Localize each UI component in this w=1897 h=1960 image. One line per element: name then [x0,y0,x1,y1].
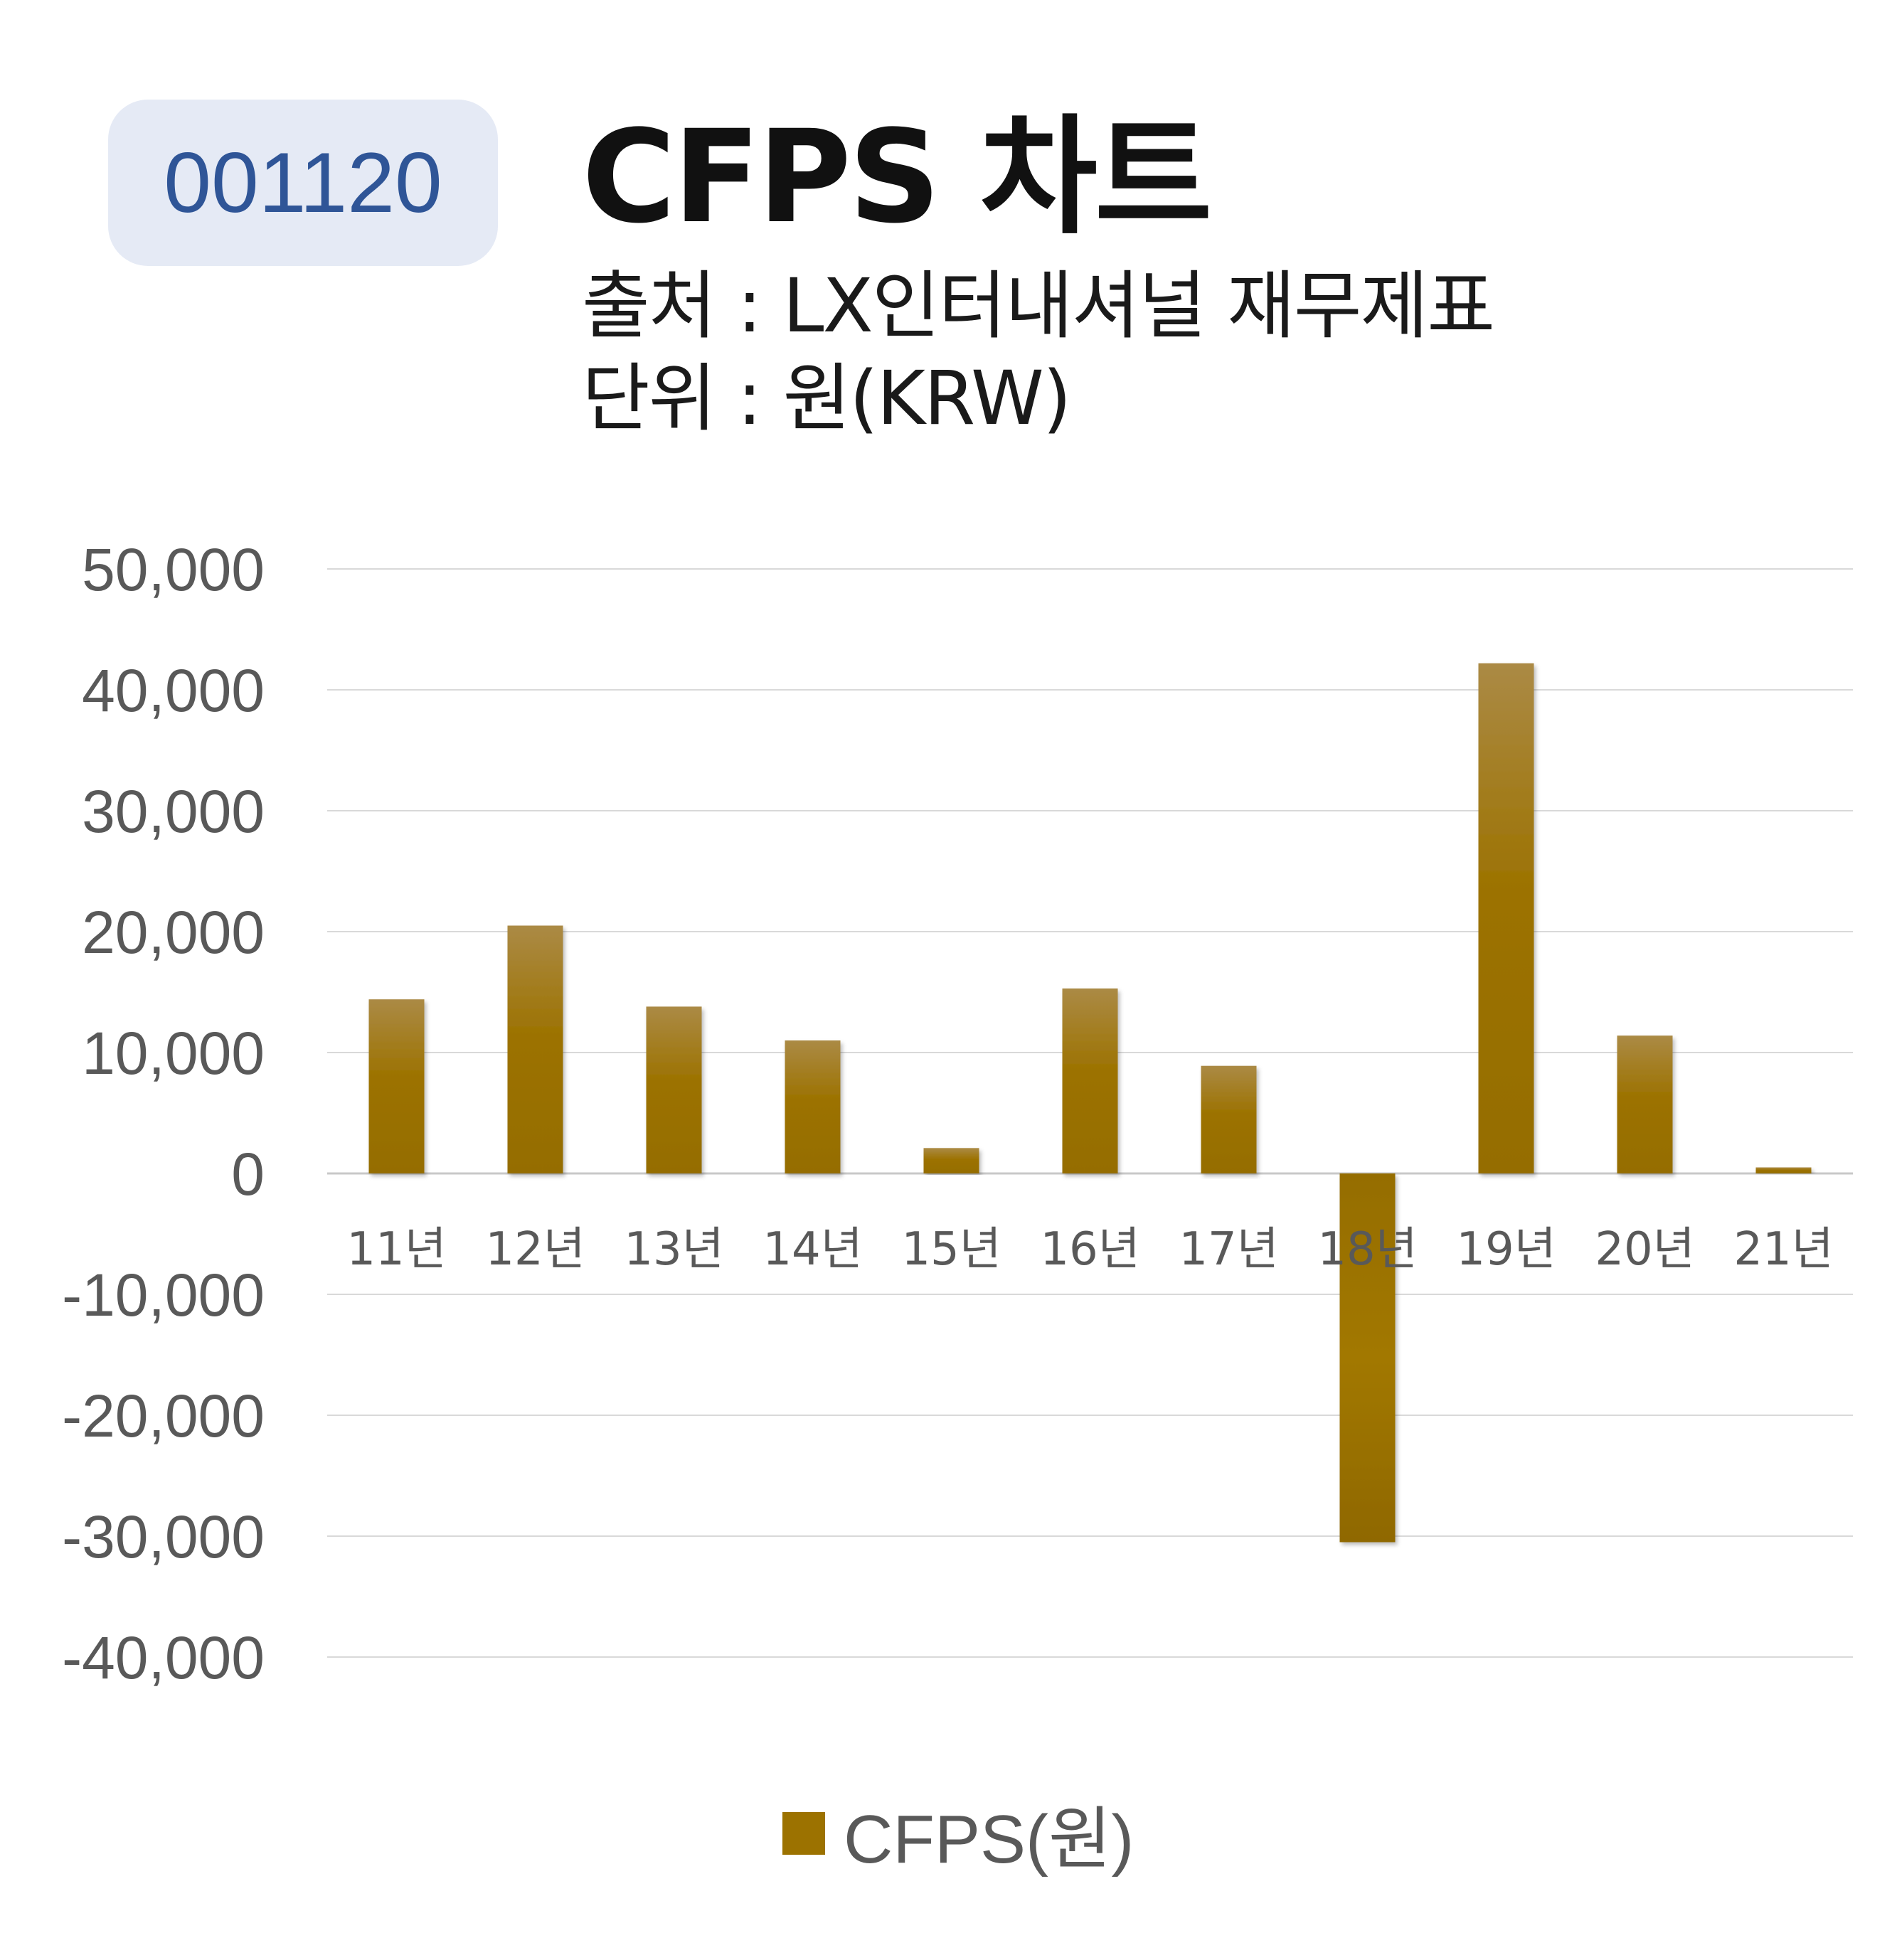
grid-lines [327,568,1853,1658]
bar [368,999,425,1173]
x-tick-label: 19년 [1456,1223,1556,1276]
x-tick-label: 13년 [624,1223,723,1276]
bar [646,1006,702,1173]
stock-code: 001120 [164,135,442,230]
bar [923,1148,979,1173]
y-tick-label: 10,000 [82,1020,265,1087]
x-tick-label: 15년 [901,1223,1001,1276]
x-tick-label: 21년 [1733,1223,1833,1276]
bar [785,1040,841,1173]
bar [1478,663,1534,1173]
x-tick-label: 18년 [1317,1223,1417,1276]
y-tick-label: 30,000 [82,778,265,845]
legend-label: CFPS(원) [844,1801,1135,1878]
bar [507,925,563,1173]
y-tick-label: 20,000 [82,899,265,966]
legend-swatch [782,1811,825,1855]
bar [1617,1035,1673,1173]
x-tick-label: 20년 [1595,1223,1694,1276]
bar [1755,1167,1812,1173]
bars [368,663,1812,1543]
stock-code-badge: 001120 [108,100,498,266]
y-tick-label: -40,000 [62,1624,265,1691]
bar [1339,1173,1396,1543]
source-label: 출처 : LX인터내셔널 재무제표 [582,262,1495,349]
bar [1201,1065,1257,1173]
bar [1062,988,1118,1173]
y-tick-label: 50,000 [82,536,265,603]
y-tick-label: 40,000 [82,657,265,724]
x-tick-label: 11년 [346,1223,446,1276]
x-tick-label: 12년 [485,1223,585,1276]
legend: CFPS(원) [782,1784,1134,1882]
x-tick-label: 16년 [1040,1223,1139,1276]
y-tick-label: -20,000 [62,1383,265,1449]
y-tick-label: -10,000 [62,1262,265,1328]
x-tick-label: 17년 [1179,1223,1278,1276]
y-axis-ticks: 50,000 40,000 30,000 20,000 10,000 0 -10,000 -2… [62,536,265,1691]
x-tick-label: 14년 [762,1223,862,1276]
y-tick-label: -30,000 [62,1503,265,1570]
chart-title: CFPS 차트 [582,103,1212,252]
x-axis-ticks: 11년 12년 13년 14년 15년 16년 17년 18년 19년 20년 21년 [346,1223,1833,1276]
y-tick-label: 0 [231,1141,265,1208]
unit-label: 단위 : 원(KRW) [582,355,1071,442]
